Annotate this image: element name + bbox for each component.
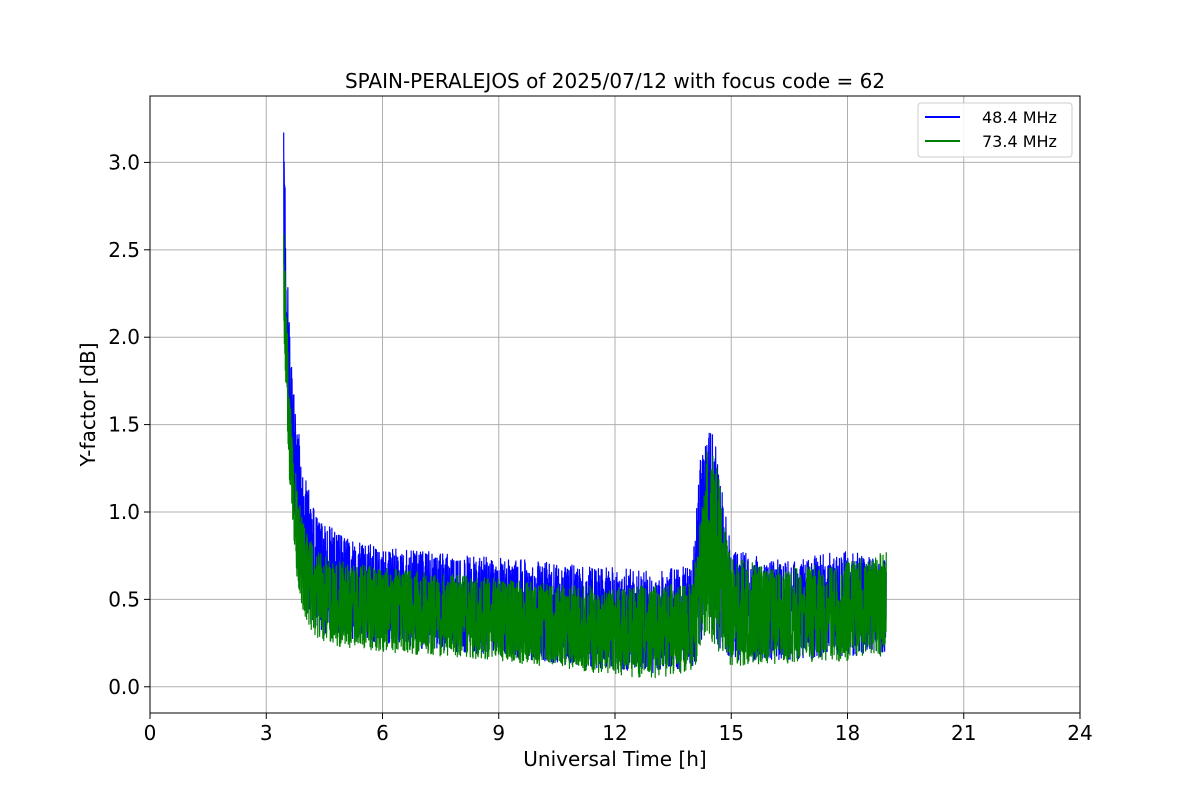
x-tick-label: 6 xyxy=(376,721,389,745)
y-tick-label: 2.0 xyxy=(108,325,140,349)
legend: 48.4 MHz 73.4 MHz xyxy=(917,102,1073,158)
x-tick-labels: 0 3 6 9 12 15 18 21 24 xyxy=(144,721,1093,745)
x-tick-label: 24 xyxy=(1067,721,1092,745)
x-tick-label: 15 xyxy=(719,721,744,745)
y-tick-label: 1.0 xyxy=(108,500,140,524)
axis-ticks xyxy=(144,161,1081,719)
x-tick-label: 3 xyxy=(260,721,273,745)
legend-label-73-4-mhz: 73.4 MHz xyxy=(982,132,1057,151)
series-line-73-4-mhz xyxy=(283,233,887,679)
y-tick-label: 0.0 xyxy=(108,675,140,699)
x-tick-label: 12 xyxy=(602,721,627,745)
chart-title: SPAIN-PERALEJOS of 2025/07/12 with focus… xyxy=(345,69,885,93)
y-tick-label: 2.5 xyxy=(108,238,140,262)
y-tick-label: 0.5 xyxy=(108,587,140,611)
legend-label-48-4-mhz: 48.4 MHz xyxy=(982,108,1057,127)
x-tick-label: 0 xyxy=(144,721,157,745)
y-tick-labels: 0.0 0.5 1.0 1.5 2.0 2.5 3.0 xyxy=(108,150,140,698)
y-axis-label: Y-factor [dB] xyxy=(76,342,100,467)
x-axis-label: Universal Time [h] xyxy=(523,747,706,771)
plot-series xyxy=(283,132,887,679)
y-tick-label: 1.5 xyxy=(108,413,140,437)
y-tick-label: 3.0 xyxy=(108,150,140,174)
x-tick-label: 21 xyxy=(951,721,976,745)
x-tick-label: 18 xyxy=(835,721,860,745)
x-tick-label: 9 xyxy=(492,721,505,745)
